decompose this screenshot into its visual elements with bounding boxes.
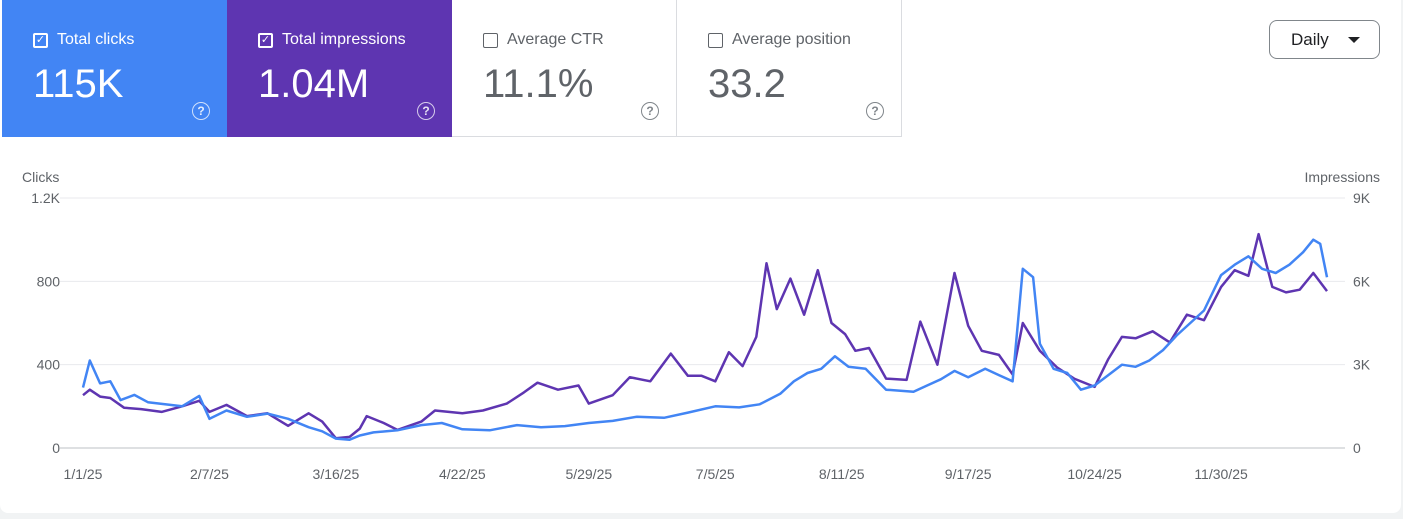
metric-value: 33.2: [708, 62, 786, 106]
x-axis-tick-label: 2/7/25: [190, 466, 229, 482]
left-axis-tick-label: 800: [37, 273, 61, 289]
x-axis-tick-label: 5/29/25: [565, 466, 612, 482]
average-position-card[interactable]: Average position 33.2 ?: [677, 0, 902, 137]
left-axis-tick-label: 0: [52, 440, 60, 456]
right-axis-tick-label: 3K: [1353, 357, 1371, 373]
x-axis-tick-label: 8/11/25: [819, 466, 865, 482]
left-axis-title: Clicks: [22, 169, 59, 185]
x-axis-tick-label: 10/24/25: [1067, 466, 1122, 482]
clicks-series-line: [81, 238, 1329, 441]
right-axis-tick-label: 6K: [1353, 273, 1371, 289]
total-impressions-card[interactable]: ✓ Total impressions 1.04M ?: [227, 0, 452, 137]
x-axis-tick-label: 3/16/25: [313, 466, 360, 482]
checkbox-unchecked-icon[interactable]: [708, 32, 723, 48]
help-icon[interactable]: ?: [866, 102, 884, 120]
left-axis-tick-label: 1.2K: [31, 190, 60, 206]
average-position-toggle[interactable]: Average position: [708, 31, 851, 49]
period-dropdown-value: Daily: [1291, 29, 1329, 49]
metric-label: Average CTR: [507, 31, 604, 48]
x-axis-tick-label: 11/30/25: [1194, 466, 1248, 482]
metric-label: Total clicks: [57, 31, 135, 48]
metric-value: 115K: [33, 62, 124, 106]
right-axis-tick-label: 9K: [1353, 190, 1371, 206]
x-axis-tick-label: 7/5/25: [696, 466, 735, 482]
caret-down-icon: [1348, 37, 1360, 43]
x-axis-tick-label: 4/22/25: [439, 466, 486, 482]
checkbox-checked-icon[interactable]: ✓: [258, 32, 273, 48]
total-clicks-card[interactable]: ✓ Total clicks 115K ?: [2, 0, 227, 137]
help-icon[interactable]: ?: [641, 102, 659, 120]
total-impressions-toggle[interactable]: ✓ Total impressions: [258, 31, 406, 49]
metric-label: Average position: [732, 31, 851, 48]
checkbox-unchecked-icon[interactable]: [483, 32, 498, 48]
metric-value: 1.04M: [258, 62, 370, 106]
period-dropdown[interactable]: Daily: [1269, 20, 1380, 59]
help-icon[interactable]: ?: [192, 102, 210, 120]
metric-label: Total impressions: [282, 31, 406, 48]
right-axis-title: Impressions: [1305, 169, 1380, 185]
help-icon[interactable]: ?: [417, 102, 435, 120]
right-axis-tick-label: 0: [1353, 440, 1361, 456]
x-axis-tick-label: 9/17/25: [945, 466, 992, 482]
x-axis-tick-label: 1/1/25: [64, 466, 103, 482]
checkbox-checked-icon[interactable]: ✓: [33, 32, 48, 48]
left-axis-tick-label: 400: [37, 357, 61, 373]
average-ctr-card[interactable]: Average CTR 11.1% ?: [452, 0, 677, 137]
average-ctr-toggle[interactable]: Average CTR: [483, 31, 604, 49]
metric-value: 11.1%: [483, 62, 594, 106]
total-clicks-toggle[interactable]: ✓ Total clicks: [33, 31, 134, 49]
